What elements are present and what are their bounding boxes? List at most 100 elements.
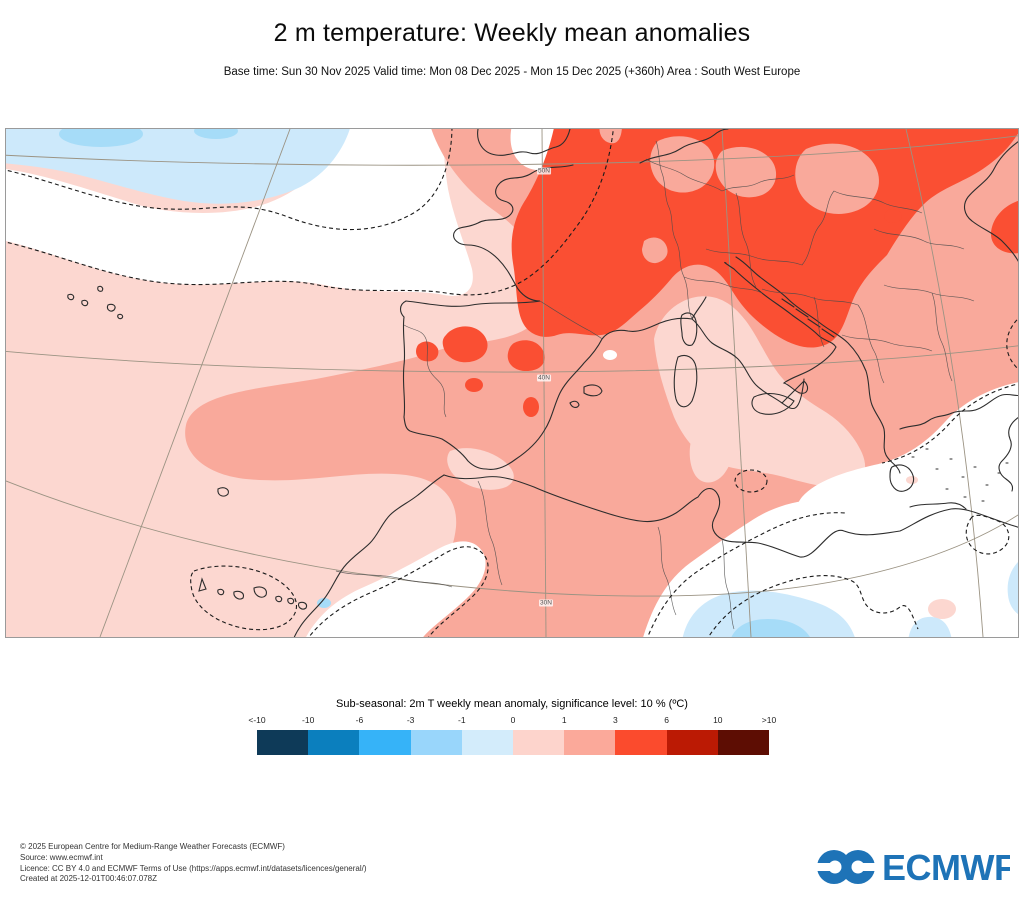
legend-color-cell — [410, 730, 462, 755]
meridian-left — [99, 129, 291, 637]
latitude-label: 30N — [539, 599, 553, 607]
border-france-east — [655, 140, 693, 320]
legend-color-cell — [615, 730, 667, 755]
legend-color-cell — [359, 730, 411, 755]
legend-tick-label: -10 — [302, 715, 315, 725]
coast-africa-atlantic — [293, 474, 445, 637]
island-corsica — [680, 312, 698, 346]
islands-azores — [67, 285, 124, 320]
field-orange-dot-serbia — [884, 209, 902, 223]
field-blue-nw — [6, 129, 350, 204]
coastlines — [67, 129, 1018, 637]
border-romania — [873, 228, 965, 250]
anomaly-map: 50N 40N 30N — [5, 128, 1019, 638]
footer-line: Licence: CC BY 4.0 and ECMWF Terms of Us… — [20, 863, 367, 873]
field-blue-se-corner — [908, 616, 952, 637]
contour-nw-1 — [6, 129, 453, 231]
legend-tick-label: 6 — [664, 715, 669, 725]
page-title: 2 m temperature: Weekly mean anomalies — [273, 19, 751, 47]
coast-france-iberia — [399, 164, 693, 470]
field-pink-tunisia — [689, 424, 733, 483]
legend-color-bar — [257, 730, 770, 755]
legend-tick-label: 3 — [613, 715, 618, 725]
field-blue-deep-2 — [194, 129, 238, 139]
field-blue-sahara — [682, 590, 855, 637]
legend-color-cell — [461, 730, 514, 755]
border-sahara — [335, 570, 453, 588]
field-hole-alps — [642, 237, 668, 264]
field-orange-spain-nw — [442, 326, 488, 363]
legend-tick-label: -3 — [406, 715, 415, 725]
field-blue-dot-canary — [317, 598, 331, 608]
legend-color-cell — [666, 730, 718, 755]
footer-line: © 2025 European Centre for Medium-Range … — [20, 842, 285, 851]
coast-peloponnese — [889, 464, 915, 492]
field-pink-alboran — [447, 448, 514, 490]
legend-tick-label: 10 — [713, 715, 723, 725]
contour-canary-band — [308, 546, 489, 637]
ecmwf-logo-svg: ECMWF — [814, 847, 1016, 888]
contour-nw-2 — [6, 129, 614, 296]
ecmwf-logo-text: ECMWF — [882, 847, 1010, 888]
coast-crete — [909, 502, 967, 510]
field-orange-spain-coast — [557, 307, 575, 323]
field-blue-deep-1 — [59, 129, 143, 147]
field-white-canary-band — [306, 541, 486, 637]
islands-canary — [198, 577, 308, 610]
field-hole-top-notch — [599, 129, 622, 144]
field-white-spot-valencia — [603, 350, 617, 360]
field-pink-spot-desert — [928, 599, 956, 619]
coast-dalmatia-islands — [781, 298, 835, 338]
fields-orange — [416, 129, 1018, 417]
island-madeira — [217, 487, 229, 497]
border-balkans-1 — [761, 288, 885, 384]
footer-attribution: © 2025 European Centre for Medium-Range … — [20, 842, 367, 885]
island-sardinia — [673, 354, 698, 408]
latitude-label: 50N — [537, 167, 551, 175]
field-hole-pannonia — [795, 143, 879, 214]
border-algeria-tunisia — [657, 526, 677, 616]
footer-line: Source: www.ecmwf.int — [20, 852, 103, 862]
border-central-europe-1 — [645, 158, 795, 192]
field-blue-right-edge — [1007, 562, 1018, 615]
coast-netherlands — [639, 129, 729, 164]
field-orange-spain-c — [507, 340, 545, 371]
border-portugal-spain — [403, 324, 447, 418]
country-borders — [335, 140, 975, 630]
legend-tick-labels: <-10 -10 -6 -3 -1 0 1 3 6 10 >10 — [248, 715, 776, 726]
coast-italy — [691, 261, 837, 410]
coast-turkey-west — [998, 417, 1018, 492]
legend-tick-label: 1 — [561, 715, 567, 725]
field-orange-spain-dot1 — [465, 378, 483, 392]
coast-africa-med — [443, 474, 1018, 558]
field-orange-europe — [511, 129, 1018, 348]
contour-desert-loop — [965, 514, 1010, 555]
legend-color-cell — [564, 730, 616, 755]
meridian-right-2 — [905, 129, 984, 637]
coast-aegean-north — [899, 393, 1018, 430]
legend-title: Sub-seasonal: 2m T weekly mean anomaly, … — [336, 698, 688, 710]
contour-libya-2 — [707, 575, 919, 637]
fields-white — [6, 129, 473, 296]
field-hole-czech — [715, 146, 777, 198]
latitude-label: 40N — [537, 374, 551, 382]
coast-england — [477, 129, 571, 156]
coast-blacksea — [963, 141, 1018, 262]
field-white-aegean — [796, 382, 1018, 534]
legend-tick-label: >10 — [761, 715, 777, 725]
border-balkans-3 — [883, 284, 975, 382]
field-white-nw-band — [6, 129, 473, 296]
footer-line: Created at 2025-12-01T00:46:07.078Z — [20, 874, 157, 884]
island-sicily — [751, 392, 795, 415]
border-central-europe-3 — [705, 190, 923, 266]
legend-color-cell — [308, 730, 360, 755]
anomaly-map-svg — [6, 129, 1018, 637]
contour-tunisia-loop — [734, 469, 768, 493]
ecmwf-logo: ECMWF — [814, 844, 1016, 895]
fields-blue — [6, 129, 1018, 637]
meridian-right-1 — [721, 129, 752, 637]
ecmwf-logo-mark — [814, 850, 877, 884]
fields-light-pink-patches — [447, 296, 866, 490]
legend-color-cell — [717, 730, 770, 755]
